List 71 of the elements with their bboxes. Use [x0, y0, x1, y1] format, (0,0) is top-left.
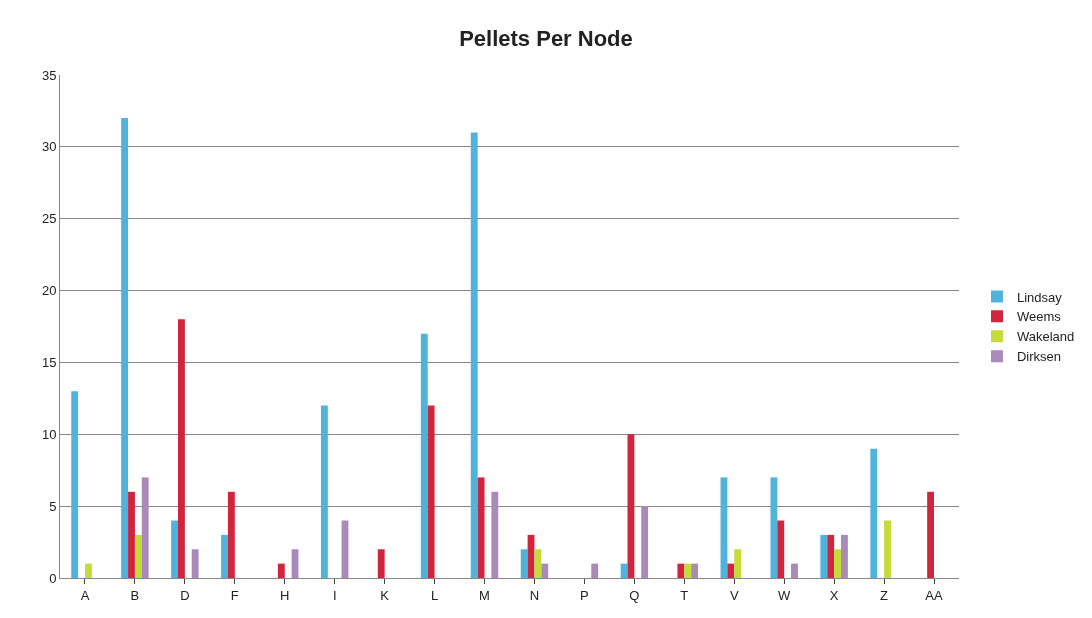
bar — [820, 534, 828, 578]
legend-label: Wakeland — [1016, 329, 1075, 345]
bar — [121, 118, 129, 578]
bar — [377, 549, 385, 578]
chart-title: Pellets Per Node — [459, 26, 633, 52]
x-tick-label: M — [479, 587, 490, 603]
bar — [520, 549, 528, 578]
bar — [71, 391, 79, 578]
bar — [420, 333, 428, 578]
bar — [641, 506, 649, 578]
x-tick-label: B — [130, 587, 140, 603]
bar — [141, 477, 149, 578]
bar — [884, 520, 891, 578]
x-tick-label: A — [80, 587, 90, 603]
bar — [491, 491, 499, 578]
x-tick-label: I — [332, 587, 337, 603]
bar — [927, 491, 935, 578]
x-tick-label: AA — [925, 587, 944, 603]
x-tick-label: H — [280, 587, 290, 603]
bar — [134, 534, 142, 578]
x-tick-label: V — [729, 587, 739, 603]
bar — [221, 534, 228, 578]
x-tick-label: F — [230, 587, 239, 603]
x-tick-label: X — [829, 587, 839, 603]
bar — [534, 549, 542, 578]
legend-label: Lindsay — [1016, 289, 1063, 305]
bar — [541, 563, 549, 578]
bar — [470, 132, 478, 578]
legend-label: Dirksen — [1016, 349, 1062, 365]
bar — [627, 434, 635, 578]
x-tick-label: T — [680, 587, 689, 603]
x-tick-label: L — [430, 587, 439, 603]
x-tick-label: D — [180, 587, 190, 603]
legend-label: Weems — [1016, 309, 1062, 325]
bar — [870, 448, 878, 578]
bar — [84, 563, 92, 578]
bar — [427, 405, 435, 578]
x-tick-label: Z — [880, 587, 889, 603]
y-tick-label: 5 — [49, 498, 57, 514]
x-tick-label: N — [529, 587, 540, 603]
bar — [684, 563, 692, 578]
y-tick-label: 0 — [49, 570, 57, 586]
y-tick-label: 25 — [41, 211, 57, 227]
y-tick-label: 35 — [41, 67, 57, 83]
x-tick-label: P — [580, 587, 589, 603]
bar — [191, 549, 199, 578]
y-tick-label: 15 — [41, 354, 57, 370]
bar — [477, 477, 485, 578]
bar — [770, 477, 778, 578]
bar — [691, 563, 699, 578]
bar — [841, 534, 848, 578]
bar — [791, 563, 798, 578]
bar — [177, 319, 185, 578]
bar — [277, 563, 285, 578]
bar — [777, 520, 785, 578]
bar — [734, 549, 742, 578]
bar — [227, 491, 235, 578]
bar — [591, 563, 599, 578]
x-tick-label: Q — [629, 587, 640, 603]
bar — [677, 563, 685, 578]
bar — [727, 563, 735, 578]
bar — [171, 520, 178, 578]
bar — [128, 491, 135, 578]
bar — [827, 534, 835, 578]
bar — [320, 405, 328, 578]
x-tick-label: K — [380, 587, 390, 603]
y-tick-label: 10 — [41, 426, 57, 442]
y-tick-label: 20 — [41, 283, 57, 299]
bar — [834, 549, 842, 578]
y-tick-label: 30 — [41, 139, 57, 155]
x-tick-label: W — [778, 587, 792, 603]
